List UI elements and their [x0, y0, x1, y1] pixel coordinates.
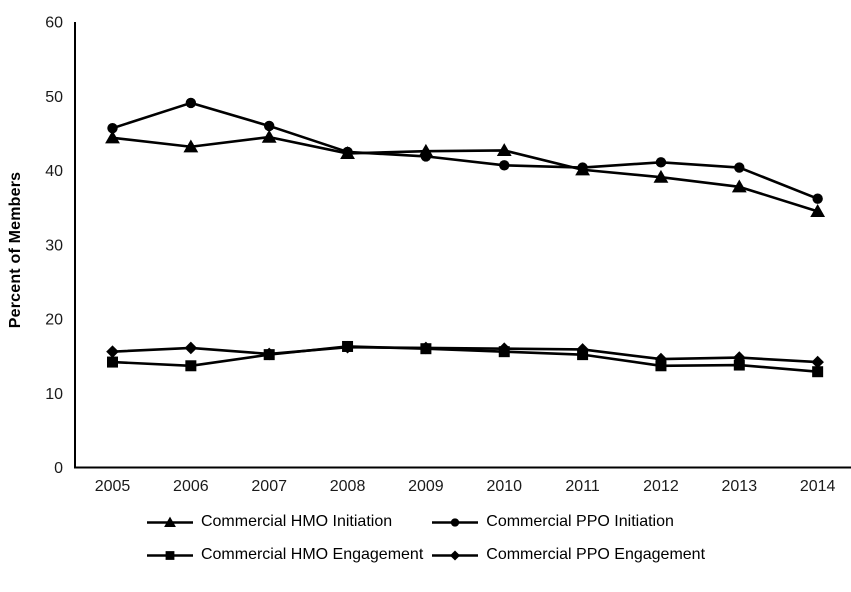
circle-marker-icon	[264, 120, 275, 132]
triangle-marker-icon	[164, 516, 176, 527]
x-tick-label: 2005	[95, 478, 131, 495]
legend-label: Commercial PPO Engagement	[486, 546, 706, 563]
triangle-marker-icon	[105, 130, 120, 144]
square-marker-icon	[185, 360, 197, 372]
square-marker-icon	[498, 346, 510, 358]
square-marker-icon	[342, 340, 354, 352]
circle-marker-icon	[107, 122, 118, 134]
y-axis-title: Percent of Members	[7, 171, 24, 329]
series-line-commercial-hmo-engagement	[112, 345, 818, 374]
triangle-marker-icon	[146, 516, 193, 527]
x-tick-label: 2009	[408, 478, 444, 495]
x-tick-label: 2008	[330, 478, 366, 495]
series-line-commercial-ppo-engagement	[112, 345, 818, 364]
diamond-marker-icon	[184, 341, 198, 355]
chart-plot-area: 0 10 20 30 40 50 60 2005 2006 2007 2008 2009 2010 201…	[45, 15, 851, 495]
legend-label: Commercial HMO Initiation	[200, 513, 393, 530]
triangle-marker-icon	[575, 162, 590, 176]
series-line-commercial-ppo-initiation	[112, 101, 819, 200]
y-tick-label: 20	[45, 312, 63, 329]
triangle-marker-icon	[340, 146, 355, 160]
legend-item-ppo-initiation: Commercial PPO Initiation	[431, 513, 705, 531]
y-tick-label: 50	[45, 89, 63, 106]
y-tick-label: 10	[45, 386, 63, 403]
x-tick-label: 2014	[800, 478, 836, 495]
diamond-marker-icon	[450, 549, 461, 561]
x-tick-label: 2011	[565, 478, 600, 495]
triangle-marker-icon	[731, 179, 747, 193]
triangle-marker-icon	[653, 169, 669, 183]
legend-item-hmo-initiation: Commercial HMO Initiation	[146, 513, 423, 531]
legend-item-hmo-engagement: Commercial HMO Engagement	[146, 546, 423, 564]
circle-marker-icon	[734, 162, 745, 173]
circle-marker-icon	[499, 160, 510, 171]
square-marker-icon	[146, 550, 193, 560]
square-marker-icon	[577, 349, 589, 361]
legend-label: Commercial HMO Engagement	[200, 546, 424, 563]
triangle-marker-icon	[418, 143, 434, 157]
square-marker-icon	[812, 366, 824, 378]
x-tick-label: 2010	[486, 478, 522, 495]
legend-item-ppo-engagement: Commercial PPO Engagement	[431, 546, 705, 564]
y-tick-label: 0	[54, 460, 63, 477]
triangle-marker-icon	[261, 129, 277, 143]
chart-legend: Commercial HMO Initiation Commercial PPO…	[0, 513, 851, 564]
circle-marker-icon	[451, 517, 460, 527]
square-marker-icon	[107, 356, 118, 368]
axes-spines	[74, 22, 851, 469]
circle-marker-icon	[185, 97, 197, 109]
y-tick-label: 30	[45, 237, 63, 254]
x-tick-label: 2007	[251, 478, 287, 495]
x-tick-label: 2013	[722, 478, 758, 495]
diamond-marker-icon	[811, 355, 824, 369]
diamond-marker-icon	[106, 345, 119, 358]
circle-marker-icon	[812, 193, 823, 204]
triangle-marker-icon	[183, 139, 199, 153]
series-line-commercial-hmo-initiation	[112, 135, 819, 213]
square-marker-icon	[165, 550, 175, 560]
circle-marker-icon	[655, 157, 667, 168]
square-marker-icon	[263, 349, 275, 361]
x-tick-label: 2006	[173, 478, 209, 495]
square-marker-icon	[420, 343, 432, 355]
x-tick-label: 2012	[643, 478, 679, 495]
triangle-marker-icon	[496, 143, 512, 157]
triangle-marker-icon	[810, 204, 826, 217]
legend-label: Commercial PPO Initiation	[486, 513, 674, 530]
square-marker-icon	[655, 360, 667, 372]
diamond-marker-icon	[432, 549, 479, 561]
y-tick-label: 60	[45, 15, 63, 32]
circle-marker-icon	[432, 517, 479, 527]
y-tick-label: 40	[45, 163, 63, 180]
square-marker-icon	[733, 359, 745, 371]
